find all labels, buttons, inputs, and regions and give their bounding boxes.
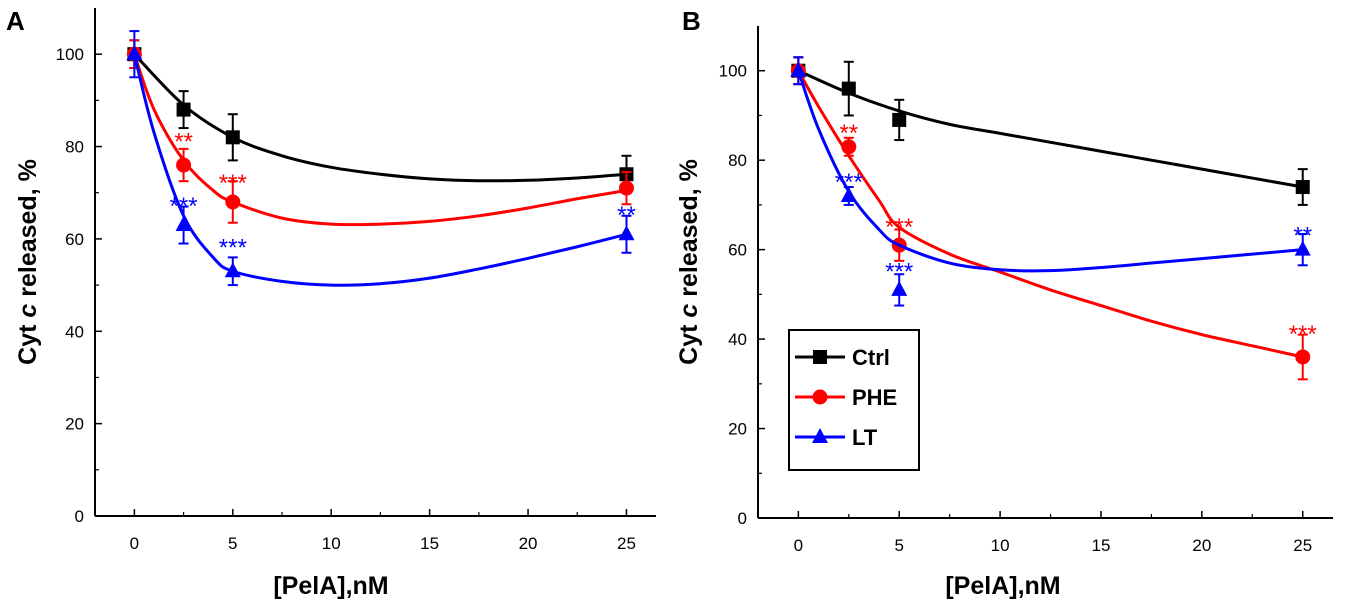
data-point-lt (891, 280, 908, 296)
series-ctrl-b (791, 56, 1310, 206)
fit-curve-lt (132, 53, 627, 287)
y-axis-title-b: Cyt c released, % (675, 159, 703, 365)
x-tick-label-b: 25 (1293, 536, 1312, 555)
data-point-lt (1294, 240, 1311, 256)
y-tick-label-b: 80 (728, 151, 747, 170)
x-tick-label-a: 5 (228, 534, 237, 553)
significance-label: *** (170, 193, 198, 220)
legend-entry-lt: LT (795, 425, 878, 450)
significance-label: ** (617, 202, 636, 229)
legend-marker (812, 389, 828, 405)
data-point-ctrl (1295, 180, 1310, 195)
x-tick-label-b: 15 (1092, 536, 1111, 555)
y-axis-title-a: Cyt c released, % (14, 159, 42, 365)
data-point-phe (841, 139, 857, 155)
x-axis-title-b: [PelA],nM (945, 572, 1060, 600)
x-tick-label-b: 0 (794, 536, 803, 555)
data-point-lt (175, 216, 192, 232)
x-axis-title-a: [PelA],nM (273, 572, 388, 600)
y-tick-label-b: 60 (728, 241, 747, 260)
data-point-lt (790, 61, 807, 77)
fit-curve-ctrl (133, 53, 627, 183)
significance-label: *** (1289, 321, 1317, 348)
data-point-ctrl (892, 112, 907, 127)
y-tick-label-b: 40 (728, 330, 747, 349)
legend-entry-phe: PHE (795, 385, 897, 410)
y-tick-label-a: 20 (65, 415, 84, 434)
y-tick-label-a: 40 (65, 322, 84, 341)
legend-entry-ctrl: Ctrl (795, 345, 890, 370)
significance-label: ** (1293, 223, 1312, 250)
significance-label: *** (219, 170, 247, 197)
significance-label: *** (885, 259, 913, 286)
fit-curve-lt (796, 70, 1303, 273)
data-point-lt (840, 186, 857, 202)
data-point-lt (126, 45, 143, 61)
fit-curve-ctrl (797, 69, 1304, 189)
data-point-phe (225, 194, 241, 210)
x-tick-label-b: 20 (1192, 536, 1211, 555)
data-point-ctrl (841, 81, 856, 96)
series-lt-a (126, 30, 635, 287)
legend-label: Ctrl (852, 345, 890, 370)
legend-box (788, 329, 920, 471)
data-point-phe (176, 157, 192, 173)
data-point-ctrl (225, 130, 240, 145)
data-point-lt (224, 262, 241, 278)
y-tick-label-b: 100 (719, 62, 747, 81)
y-tick-label-a: 80 (65, 138, 84, 157)
x-tick-label-a: 15 (420, 534, 439, 553)
x-tick-label-b: 10 (991, 536, 1010, 555)
significance-label: *** (835, 169, 863, 196)
data-point-ctrl (176, 102, 191, 117)
y-tick-label-a: 60 (65, 230, 84, 249)
significance-label: ** (174, 128, 193, 155)
significance-label: *** (885, 214, 913, 241)
series-ctrl-a (127, 39, 634, 194)
y-tick-label-b: 20 (728, 420, 747, 439)
series-phe-a (126, 39, 634, 227)
legend-marker (812, 428, 828, 443)
fit-curve-phe (132, 53, 627, 227)
x-tick-label-a: 10 (322, 534, 341, 553)
x-tick-label-a: 20 (519, 534, 538, 553)
data-point-phe (1295, 349, 1311, 365)
fit-curve-phe (797, 69, 1304, 359)
significance-label: ** (839, 120, 858, 147)
significance-label: *** (219, 235, 247, 262)
y-tick-label-a: 100 (56, 45, 84, 64)
y-tick-label-b: 0 (738, 509, 747, 528)
y-tick-label-a: 0 (75, 507, 84, 526)
x-tick-label-b: 5 (894, 536, 903, 555)
legend-label: PHE (852, 385, 897, 410)
x-tick-label-a: 0 (130, 534, 139, 553)
panel-letter-a: A (6, 6, 25, 36)
legend-label: LT (852, 425, 878, 450)
data-point-phe (618, 180, 634, 196)
data-point-lt (618, 225, 635, 241)
panel-letter-b: B (682, 6, 701, 36)
x-tick-label-a: 25 (617, 534, 636, 553)
series-lt-b (790, 56, 1311, 307)
legend-b: Ctrl PHE LT (788, 329, 920, 471)
legend-marker (813, 350, 827, 364)
